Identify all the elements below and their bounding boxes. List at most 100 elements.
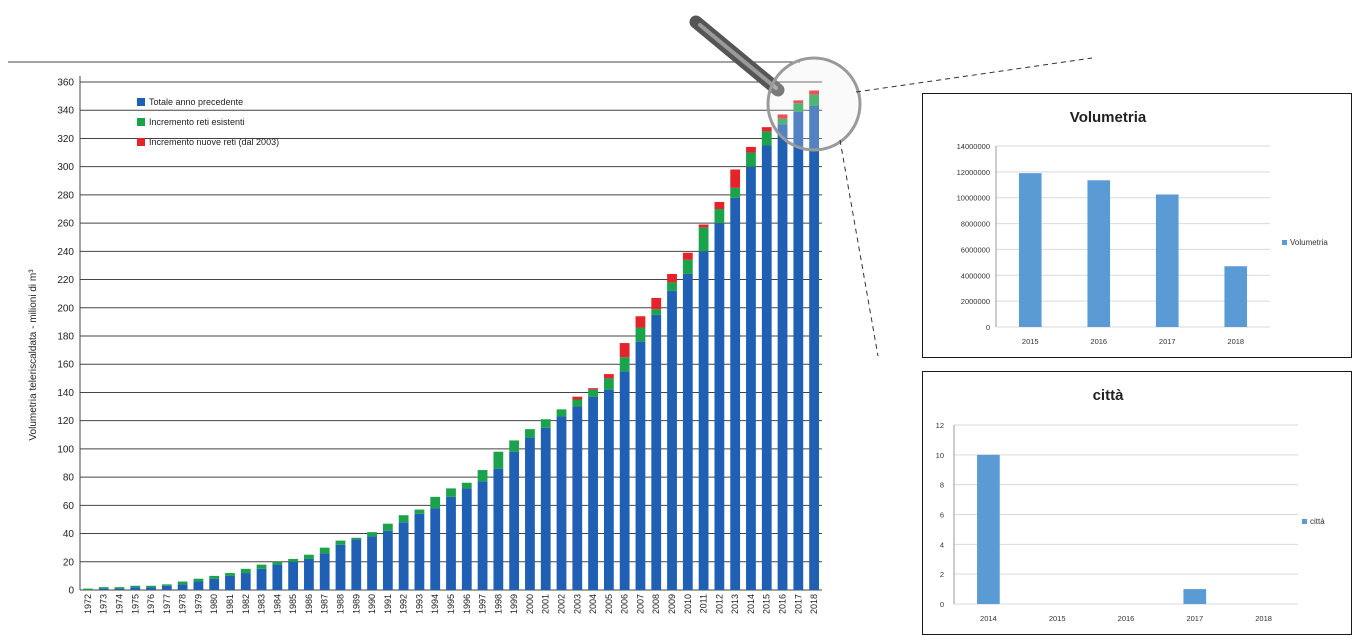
main-bar-1983-esistenti — [256, 564, 267, 569]
main-x-tick-label: 2002 — [557, 594, 567, 614]
main-bar-2002-totale — [556, 416, 567, 590]
main-x-tick-label: 1974 — [114, 594, 124, 614]
citta-y-ticks: 0 2 4 6 8 10 12 — [936, 421, 944, 609]
volumetria-x-tick-label: 2015 — [1022, 337, 1039, 346]
main-x-tick-label: 1985 — [288, 594, 298, 614]
volumetria-legend: Volumetria — [1282, 238, 1328, 247]
main-bar-2012-esistenti — [714, 209, 725, 224]
main-y-tick-label: 340 — [57, 106, 74, 117]
main-bar-1994-totale — [430, 508, 441, 590]
main-bar-2003-totale — [572, 406, 583, 590]
main-x-tick-label: 1986 — [304, 594, 314, 614]
main-bar-1978-esistenti — [177, 581, 188, 585]
main-bar-1986-totale — [304, 558, 314, 590]
main-bar-1973-esistenti — [98, 587, 109, 589]
main-bar-2008-esistenti — [651, 309, 662, 315]
citta-legend-label: città — [1310, 517, 1325, 526]
main-x-tick-label: 1999 — [509, 594, 519, 614]
main-x-tick-label: 1993 — [414, 594, 424, 614]
main-y-ticks: 0 20 40 60 80 100 120 140 160 180 200 220 240 260 280 3… — [57, 78, 74, 597]
main-y-tick-label: 140 — [57, 388, 74, 399]
zoom-connector-bottom — [839, 139, 879, 357]
main-bar-2015-totale — [761, 145, 772, 590]
main-bar-1987-totale — [319, 553, 330, 590]
main-x-tick-label: 1998 — [493, 594, 503, 614]
citta-x-tick-label: 2015 — [1049, 614, 1066, 623]
main-y-tick-label: 220 — [57, 275, 74, 286]
volumetria-bar-2016 — [1087, 180, 1111, 327]
main-bar-2009-totale — [667, 290, 677, 590]
volumetria-y-tick-label: 0 — [986, 323, 990, 332]
main-y-tick-label: 260 — [57, 219, 74, 230]
main-bar-2014-nuove — [746, 146, 756, 153]
main-bar-1981-esistenti — [225, 573, 235, 576]
main-bar-1989-esistenti — [351, 537, 362, 540]
citta-y-tick-label: 12 — [936, 421, 944, 430]
volumetria-gridlines — [995, 145, 1270, 328]
main-x-tick-label: 2003 — [572, 594, 582, 614]
volumetria-chart: Volumetria 0 2000000 4000000 6000000 8000000… — [957, 109, 1329, 346]
volumetria-bar-2015 — [1018, 173, 1042, 327]
main-bar-2013-nuove — [730, 169, 741, 188]
main-bar-2018-totale — [809, 105, 820, 590]
main-bar-2005-esistenti — [603, 378, 614, 390]
main-x-tick-label: 1995 — [446, 594, 456, 614]
main-x-tick-label: 2017 — [793, 594, 803, 614]
main-bar-1988-totale — [335, 544, 346, 590]
main-bar-2001-esistenti — [540, 419, 551, 428]
main-bar-1972-esistenti — [82, 588, 93, 590]
main-bar-2014-totale — [746, 166, 756, 590]
main-bar-1980-totale — [209, 578, 220, 590]
volumetria-y-tick-label: 4000000 — [961, 271, 990, 280]
main-bar-1999-esistenti — [509, 440, 520, 452]
citta-y-tick-label: 8 — [940, 481, 944, 490]
zoom-connector-top — [855, 57, 1093, 93]
main-x-tick-label: 1997 — [478, 594, 488, 614]
main-x-tick-label: 2008 — [651, 594, 661, 614]
main-bar-2015-esistenti — [761, 131, 772, 146]
main-bar-2011-esistenti — [698, 227, 709, 252]
main-x-tick-label: 1989 — [351, 594, 361, 614]
magnifying-glass-icon — [689, 15, 862, 152]
main-bar-1996-esistenti — [461, 482, 472, 489]
volumetria-x-tick-label: 2017 — [1159, 337, 1176, 346]
main-bar-2016-esistenti — [777, 118, 788, 125]
main-x-tick-label: 1979 — [193, 594, 203, 614]
main-y-tick-label: 300 — [57, 162, 74, 173]
main-bar-2010-nuove — [682, 252, 693, 260]
main-y-tick-label: 240 — [57, 247, 74, 258]
main-legend-swatch — [137, 98, 145, 106]
main-bar-1977-esistenti — [161, 584, 172, 586]
main-bar-2004-esistenti — [588, 389, 598, 397]
main-legend-label: Incremento nuove reti (dal 2003) — [149, 137, 279, 147]
volumetria-y-ticks: 0 2000000 4000000 6000000 8000000 10000000 120… — [957, 142, 990, 332]
main-x-tick-label: 2005 — [604, 594, 614, 614]
volumetria-y-tick-label: 8000000 — [961, 220, 990, 229]
main-bar-1993-esistenti — [414, 509, 425, 514]
main-x-tick-label: 1991 — [383, 594, 393, 614]
citta-x-tick-label: 2018 — [1255, 614, 1272, 623]
main-x-tick-label: 1981 — [225, 594, 235, 614]
volumetria-panel: Volumetria 0 2000000 4000000 6000000 8000000… — [922, 93, 1352, 358]
main-bar-2016-nuove — [777, 114, 788, 119]
main-bar-2015-nuove — [761, 127, 772, 132]
main-bar-2008-nuove — [651, 297, 662, 310]
main-bar-2011-nuove — [698, 224, 709, 228]
main-y-tick-label: 120 — [57, 416, 74, 427]
main-bar-2007-esistenti — [635, 327, 646, 342]
main-bar-1997-totale — [477, 481, 488, 590]
citta-panel: città 0 2 4 6 8 10 12 2014 2015 2016 2017 2018 cit… — [922, 371, 1352, 635]
main-bar-1998-totale — [493, 468, 504, 590]
main-bar-2003-nuove — [572, 396, 583, 400]
main-bar-1997-esistenti — [477, 470, 488, 482]
main-bar-2012-nuove — [714, 201, 725, 209]
main-y-tick-label: 40 — [63, 529, 75, 540]
main-x-tick-label: 2000 — [525, 594, 535, 614]
main-bar-2008-totale — [651, 314, 662, 590]
main-bar-2012-totale — [714, 223, 725, 590]
main-y-tick-label: 360 — [57, 78, 74, 89]
main-bar-1992-totale — [398, 522, 409, 590]
main-bar-2013-totale — [730, 197, 741, 590]
citta-bar-2017 — [1183, 589, 1207, 604]
main-bar-1988-esistenti — [335, 540, 346, 545]
